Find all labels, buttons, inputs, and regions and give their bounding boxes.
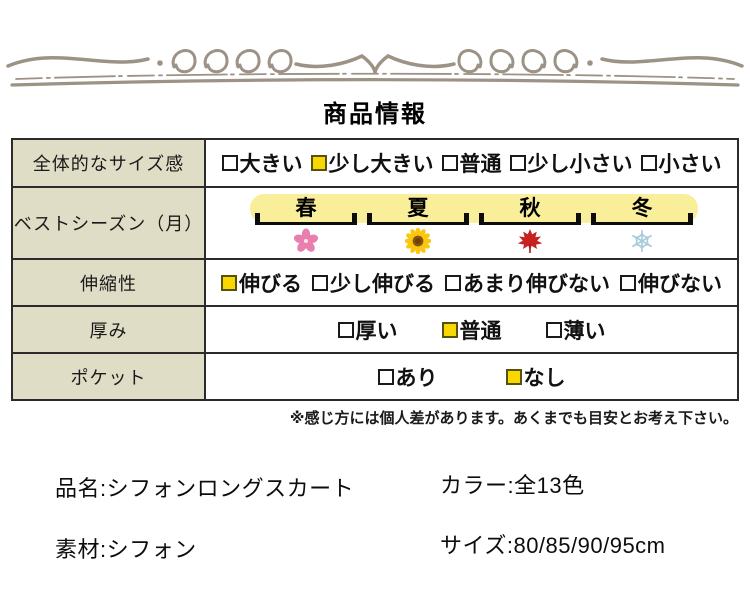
- option-label: 薄い: [563, 319, 606, 343]
- option-ari: あり: [377, 362, 438, 392]
- row-value-pocket: あり なし: [206, 354, 737, 399]
- option-amari-nobinai: あまり伸びない: [445, 268, 610, 298]
- checkbox-icon: [441, 155, 458, 171]
- season-range-bracket: [255, 213, 357, 225]
- option-atsui: 厚い: [337, 315, 398, 345]
- option-label: 普通: [459, 319, 502, 343]
- option-label: 少し伸びる: [330, 272, 435, 296]
- detail-value: シフォン: [106, 537, 197, 562]
- option-futsuu: 普通: [441, 148, 502, 178]
- size-line: サイズ:80/85/90/95cm: [440, 528, 666, 560]
- material-line: 素材:シフォン: [55, 532, 354, 564]
- option-label: 普通: [459, 153, 502, 176]
- option-ookii: 大きい: [221, 148, 303, 178]
- option-usui: 薄い: [545, 315, 606, 345]
- detail-label: 素材:: [55, 537, 107, 562]
- checkbox-icon: [441, 321, 458, 338]
- season-label: 夏: [407, 197, 429, 220]
- option-label: あり: [395, 366, 438, 390]
- decorative-flourish: [6, 48, 744, 87]
- option-nobiru: 伸びる: [221, 268, 302, 298]
- option-sukoshi-nobiru: 少し伸びる: [312, 268, 435, 298]
- option-label: 伸びる: [239, 272, 302, 296]
- season-label: 秋: [519, 197, 541, 220]
- color-line: カラー:全13色: [440, 468, 666, 500]
- season-winter: 冬: [586, 194, 698, 254]
- page-title: 商品情報: [323, 101, 427, 128]
- checkbox-icon: [620, 274, 636, 291]
- season-range-bracket: [591, 213, 693, 225]
- details-left-column: 品名:シフォンロングスカート 素材:シフォン: [55, 471, 354, 564]
- checkbox-icon: [545, 321, 562, 338]
- season-summer: 夏: [362, 194, 474, 254]
- option-chiisai: 小さい: [640, 148, 722, 178]
- detail-label: カラー:: [440, 473, 515, 498]
- checkbox-icon: [377, 368, 394, 385]
- table-row-size-feel: 全体的なサイズ感 大きい 少し大きい 普通 少し小さい 小さい: [13, 140, 737, 186]
- row-value-best-season: 春: [206, 188, 737, 258]
- option-label: あまり伸びない: [463, 272, 610, 296]
- option-futsuu: 普通: [441, 315, 502, 345]
- checkbox-icon: [221, 274, 237, 291]
- option-nobinai: 伸びない: [620, 268, 722, 298]
- option-label: 厚い: [355, 319, 398, 343]
- row-label-size-feel: 全体的なサイズ感: [13, 140, 206, 186]
- details-right-column: カラー:全13色 サイズ:80/85/90/95cm: [440, 468, 666, 560]
- table-row-pocket: ポケット あり なし: [13, 352, 737, 399]
- row-label-thickness: 厚み: [13, 307, 206, 352]
- option-label: 大きい: [239, 153, 303, 176]
- table-row-stretch: 伸縮性 伸びる 少し伸びる あまり伸びない 伸びない: [13, 258, 737, 305]
- product-details: 品名:シフォンロングスカート 素材:シフォン カラー:全13色 サイズ:80/8…: [0, 468, 750, 588]
- table-row-best-season: ベストシーズン（月） 春: [13, 186, 737, 258]
- option-label: 小さい: [658, 153, 722, 176]
- row-label-best-season: ベストシーズン（月）: [13, 188, 206, 258]
- disclaimer-note: ※感じ方には個人差があります。あくまでも目安とお考え下さい。: [289, 410, 738, 427]
- detail-label: サイズ:: [440, 533, 514, 558]
- checkbox-icon: [505, 368, 522, 385]
- season-range-bracket: [367, 213, 469, 225]
- checkbox-icon: [445, 274, 461, 291]
- detail-value: 80/85/90/95cm: [513, 533, 666, 558]
- checkbox-icon: [337, 321, 354, 338]
- checkbox-icon: [640, 155, 657, 171]
- season-range-bracket: [479, 213, 581, 225]
- checkbox-icon: [509, 155, 526, 171]
- checkbox-icon: [310, 155, 327, 171]
- option-label: 伸びない: [638, 272, 722, 296]
- detail-value: シフォンロングスカート: [106, 476, 355, 501]
- option-label: 少し小さい: [527, 153, 633, 176]
- season-autumn: 秋: [474, 194, 586, 254]
- maple-leaf-icon: [517, 228, 543, 254]
- option-label: なし: [523, 366, 566, 390]
- table-row-thickness: 厚み 厚い 普通 薄い: [13, 305, 737, 352]
- detail-label: 品名:: [55, 476, 107, 501]
- product-name-line: 品名:シフォンロングスカート: [55, 471, 354, 503]
- season-band: 春: [250, 194, 698, 254]
- row-label-pocket: ポケット: [13, 354, 206, 399]
- season-label: 春: [295, 197, 317, 220]
- row-value-stretch: 伸びる 少し伸びる あまり伸びない 伸びない: [206, 260, 737, 305]
- row-value-size-feel: 大きい 少し大きい 普通 少し小さい 小さい: [206, 140, 737, 186]
- cherry-blossom-icon: [293, 228, 319, 254]
- season-spring: 春: [250, 194, 362, 254]
- checkbox-icon: [221, 155, 238, 171]
- snowflake-icon: [629, 228, 655, 254]
- sunflower-icon: [405, 228, 431, 254]
- season-highlight-band: [250, 194, 698, 223]
- row-label-stretch: 伸縮性: [13, 260, 206, 305]
- option-sukoshi-ookii: 少し大きい: [310, 148, 434, 178]
- detail-value: 全13色: [514, 473, 585, 498]
- product-info-table: 全体的なサイズ感 大きい 少し大きい 普通 少し小さい 小さい ベストシーズン（…: [11, 138, 739, 401]
- option-sukoshi-chiisai: 少し小さい: [509, 148, 633, 178]
- option-label: 少し大きい: [328, 153, 434, 176]
- row-value-thickness: 厚い 普通 薄い: [206, 307, 737, 352]
- option-nashi: なし: [505, 362, 566, 392]
- checkbox-icon: [312, 274, 328, 291]
- season-label: 冬: [631, 197, 653, 220]
